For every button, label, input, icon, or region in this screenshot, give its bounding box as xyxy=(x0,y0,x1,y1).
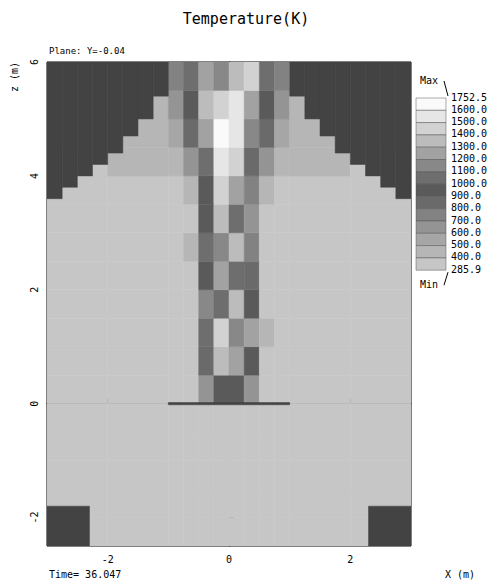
svg-text:500.0: 500.0 xyxy=(451,239,481,250)
svg-text:1300.0: 1300.0 xyxy=(451,141,487,152)
svg-text:1600.0: 1600.0 xyxy=(451,104,487,115)
svg-text:1200.0: 1200.0 xyxy=(451,153,487,164)
svg-text:600.0: 600.0 xyxy=(451,227,481,238)
svg-text:1752.5: 1752.5 xyxy=(451,92,487,103)
svg-text:1500.0: 1500.0 xyxy=(451,116,487,127)
svg-text:6: 6 xyxy=(29,59,40,65)
svg-text:4: 4 xyxy=(29,173,40,179)
svg-text:1100.0: 1100.0 xyxy=(451,165,487,176)
svg-text:2: 2 xyxy=(29,287,40,293)
svg-text:X (m): X (m) xyxy=(445,569,475,580)
svg-text:0: 0 xyxy=(226,554,232,565)
svg-text:Max: Max xyxy=(420,75,438,86)
svg-text:z (m): z (m) xyxy=(9,62,20,92)
svg-text:900.0: 900.0 xyxy=(451,190,481,201)
svg-text:-2: -2 xyxy=(29,512,40,524)
svg-text:Time= 36.047: Time= 36.047 xyxy=(49,569,121,580)
svg-text:Min: Min xyxy=(420,279,438,290)
svg-text:800.0: 800.0 xyxy=(451,202,481,213)
svg-text:2: 2 xyxy=(347,554,353,565)
svg-text:-2: -2 xyxy=(102,554,114,565)
svg-text:400.0: 400.0 xyxy=(451,251,481,262)
svg-text:700.0: 700.0 xyxy=(451,215,481,226)
svg-text:1400.0: 1400.0 xyxy=(451,128,487,139)
svg-text:285.9: 285.9 xyxy=(451,264,481,275)
svg-text:Plane: Y=-0.04: Plane: Y=-0.04 xyxy=(49,46,125,56)
svg-text:0: 0 xyxy=(29,401,40,407)
svg-text:1000.0: 1000.0 xyxy=(451,178,487,189)
svg-text:Temperature(K): Temperature(K) xyxy=(183,10,309,28)
